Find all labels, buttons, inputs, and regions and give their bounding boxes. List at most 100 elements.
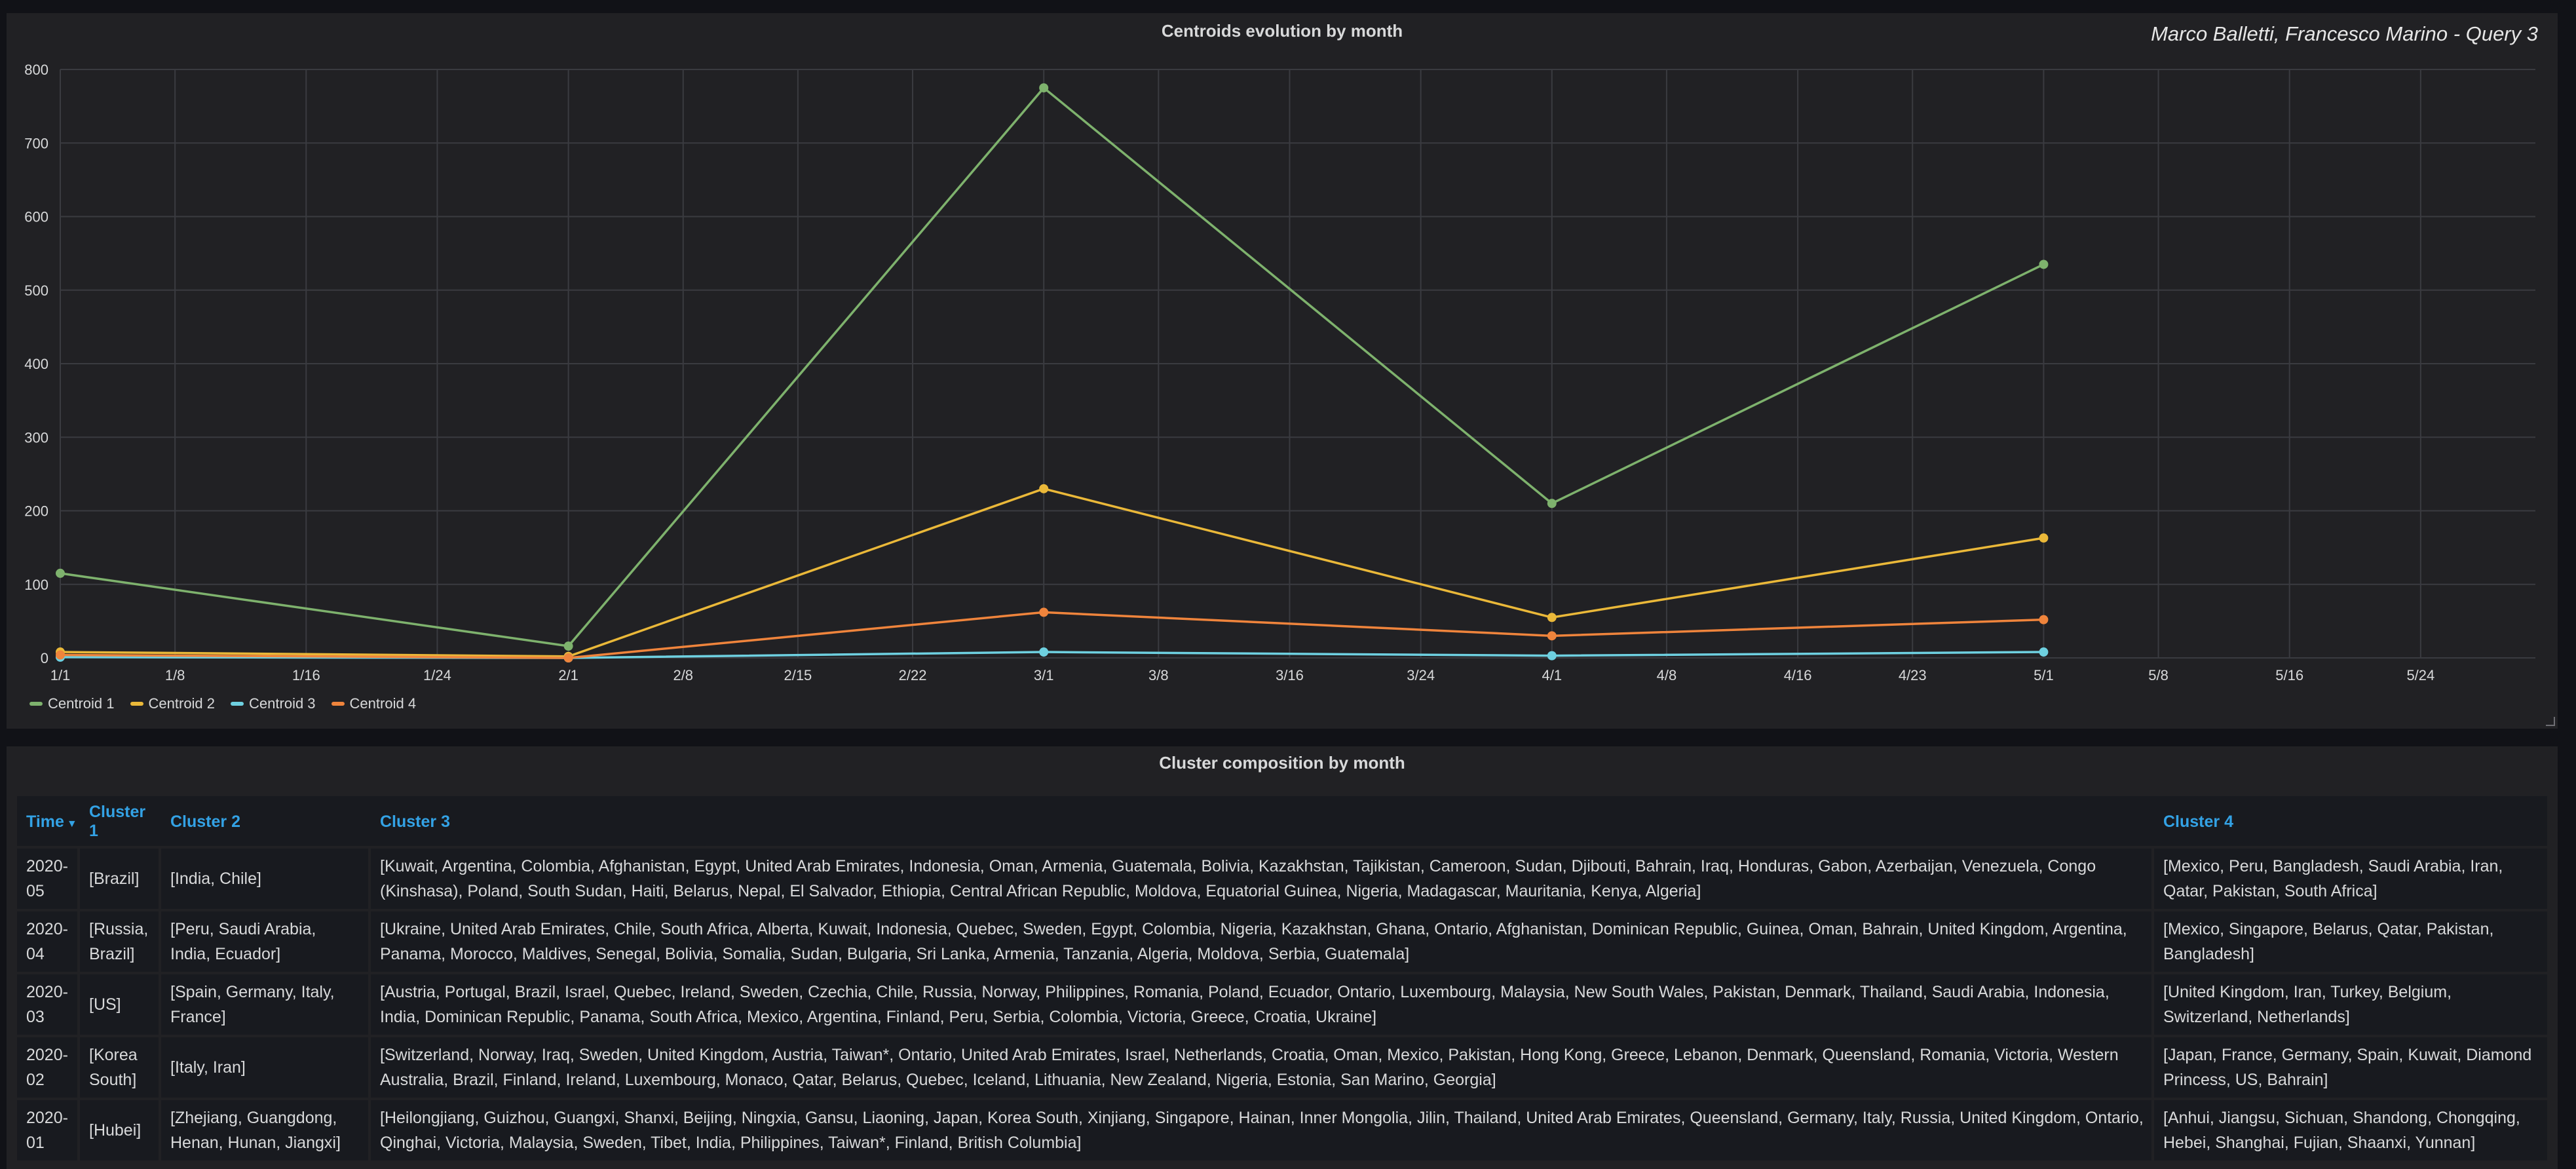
data-point-centroid-4[interactable] xyxy=(2039,615,2049,624)
table-row: 2020-03 [US] [Spain, Germany, Italy, Fra… xyxy=(17,974,2547,1035)
data-point-centroid-3[interactable] xyxy=(1039,647,1049,657)
data-point-centroid-1[interactable] xyxy=(56,568,65,578)
x-tick-label: 2/8 xyxy=(673,667,693,683)
data-point-centroid-3[interactable] xyxy=(1547,651,1557,661)
cluster-1-cell: [Hubei] xyxy=(80,1100,161,1160)
table-row: 2020-05 [Brazil] [India, Chile] [Kuwait,… xyxy=(17,849,2547,909)
x-tick-label: 5/8 xyxy=(2148,667,2169,683)
x-tick-label: 2/15 xyxy=(784,667,812,683)
author-text: Marco Balletti, Francesco Marino - Query… xyxy=(2151,22,2538,45)
cluster-2-cell: [Italy, Iran] xyxy=(161,1037,371,1098)
cluster-2-cell: [Zhejiang, Guangdong, Henan, Hunan, Jian… xyxy=(161,1100,371,1160)
x-tick-label: 5/16 xyxy=(2275,667,2303,683)
table-row: 2020-02 [Korea South] [Italy, Iran] [Swi… xyxy=(17,1037,2547,1098)
y-tick-label: 500 xyxy=(24,282,48,299)
data-point-centroid-3[interactable] xyxy=(2039,647,2049,657)
cluster-2-cell: [Peru, Saudi Arabia, India, Ecuador] xyxy=(161,911,371,972)
x-tick-label: 4/23 xyxy=(1899,667,1927,683)
y-tick-label: 300 xyxy=(24,429,48,446)
chart-panel: Centroids evolution by month Marco Balle… xyxy=(7,13,2558,729)
x-tick-label: 4/8 xyxy=(1657,667,1677,683)
time-cell: 2020-04 xyxy=(17,911,80,972)
x-tick-label: 1/1 xyxy=(50,667,71,683)
x-tick-label: 2/1 xyxy=(558,667,578,683)
data-point-centroid-4[interactable] xyxy=(1547,631,1557,641)
cluster-3-cell: [Switzerland, Norway, Iraq, Sweden, Unit… xyxy=(371,1037,2154,1098)
x-tick-label: 3/16 xyxy=(1276,667,1304,683)
cluster-1-cell: [Russia, Brazil] xyxy=(80,911,161,972)
series-line-centroid-1[interactable] xyxy=(60,86,2045,647)
chart-legend: Centroid 1 Centroid 2 Centroid 3 Centroid 4 xyxy=(29,695,416,712)
y-tick-label: 800 xyxy=(24,62,48,78)
y-tick-label: 200 xyxy=(24,503,48,520)
cluster-2-cell: [Spain, Germany, Italy, France] xyxy=(161,974,371,1035)
cluster-4-cell: [United Kingdom, Iran, Turkey, Belgium, … xyxy=(2154,974,2547,1035)
cluster-3-cell: [Ukraine, United Arab Emirates, Chile, S… xyxy=(371,911,2154,972)
y-tick-label: 0 xyxy=(41,650,48,666)
cluster-1-cell: [Brazil] xyxy=(80,849,161,909)
table-row: 2020-04 [Russia, Brazil] [Peru, Saudi Ar… xyxy=(17,911,2547,972)
cluster-3-cell: [Heilongjiang, Guizhou, Guangxi, Shanxi,… xyxy=(371,1100,2154,1160)
legend-swatch xyxy=(130,702,143,706)
table-row: 2020-01 [Hubei] [Zhejiang, Guangdong, He… xyxy=(17,1100,2547,1160)
column-header-time[interactable]: Time ▼ xyxy=(17,796,80,846)
data-point-centroid-4[interactable] xyxy=(1039,607,1049,617)
column-header-cluster-3[interactable]: Cluster 3 xyxy=(371,796,2154,846)
legend-swatch xyxy=(231,702,244,706)
legend-label: Centroid 2 xyxy=(148,695,216,712)
y-tick-label: 400 xyxy=(24,356,48,372)
line-chart[interactable]: 0 100 200 300 400 500 600 700 800 1/1 1/8 1/16 1/24 2… xyxy=(7,13,2558,729)
table-panel-title[interactable]: Cluster composition by month xyxy=(1159,753,1405,773)
series-line-centroid-2[interactable] xyxy=(60,488,2044,658)
cluster-3-cell: [Austria, Portugal, Brazil, Israel, Queb… xyxy=(371,974,2154,1035)
legend-item-centroid-2[interactable]: Centroid 2 xyxy=(130,695,216,712)
table-header-row: Time ▼ Cluster 1 Cluster 2 Cluster 3 Clus… xyxy=(17,796,2547,846)
cluster-4-cell: [Mexico, Peru, Bangladesh, Saudi Arabia,… xyxy=(2154,849,2547,909)
x-tick-label: 4/16 xyxy=(1784,667,1812,683)
x-tick-label: 1/16 xyxy=(292,667,320,683)
x-tick-label: 3/8 xyxy=(1148,667,1169,683)
legend-label: Centroid 4 xyxy=(349,695,417,712)
x-tick-label: 3/1 xyxy=(1034,667,1054,683)
caret-down-icon: ▼ xyxy=(66,818,77,830)
data-point-centroid-4[interactable] xyxy=(56,650,65,660)
data-point-centroid-2[interactable] xyxy=(1547,613,1557,623)
legend-item-centroid-1[interactable]: Centroid 1 xyxy=(29,695,115,712)
data-point-centroid-2[interactable] xyxy=(2039,533,2049,543)
data-point-centroid-1[interactable] xyxy=(2039,259,2049,269)
legend-swatch xyxy=(29,702,43,706)
y-tick-label: 600 xyxy=(24,209,48,225)
column-header-cluster-1[interactable]: Cluster 1 xyxy=(80,796,161,846)
x-tick-label: 1/24 xyxy=(423,667,451,683)
x-tick-label: 3/24 xyxy=(1407,667,1435,683)
chart-panel-title[interactable]: Centroids evolution by month xyxy=(1161,21,1403,41)
legend-item-centroid-4[interactable]: Centroid 4 xyxy=(331,695,417,712)
cluster-2-cell: [India, Chile] xyxy=(161,849,371,909)
cluster-table: Time ▼ Cluster 1 Cluster 2 Cluster 3 Clus… xyxy=(17,794,2547,1163)
column-header-cluster-2[interactable]: Cluster 2 xyxy=(161,796,371,846)
cluster-1-cell: [US] xyxy=(80,974,161,1035)
time-cell: 2020-02 xyxy=(17,1037,80,1098)
cluster-4-cell: [Mexico, Singapore, Belarus, Qatar, Paki… xyxy=(2154,911,2547,972)
x-tick-label: 2/22 xyxy=(899,667,927,683)
data-point-centroid-1[interactable] xyxy=(563,642,573,651)
legend-swatch xyxy=(331,702,345,706)
resize-handle-icon[interactable] xyxy=(2546,717,2555,726)
data-point-centroid-2[interactable] xyxy=(1039,484,1049,493)
cluster-3-cell: [Kuwait, Argentina, Colombia, Afghanista… xyxy=(371,849,2154,909)
data-point-centroid-1[interactable] xyxy=(1039,83,1049,93)
cluster-1-cell: [Korea South] xyxy=(80,1037,161,1098)
table-panel: Cluster composition by month Time ▼ Clust… xyxy=(7,746,2558,1169)
y-tick-label: 100 xyxy=(24,577,48,593)
time-cell: 2020-05 xyxy=(17,849,80,909)
column-header-cluster-4[interactable]: Cluster 4 xyxy=(2154,796,2547,846)
data-point-centroid-1[interactable] xyxy=(1547,499,1557,508)
x-tick-label: 1/8 xyxy=(165,667,185,683)
legend-label: Centroid 1 xyxy=(48,695,115,712)
x-tick-label: 5/1 xyxy=(2034,667,2054,683)
x-tick-label: 4/1 xyxy=(1542,667,1563,683)
legend-label: Centroid 3 xyxy=(249,695,316,712)
y-tick-label: 700 xyxy=(24,135,48,151)
data-point-centroid-4[interactable] xyxy=(563,653,573,662)
legend-item-centroid-3[interactable]: Centroid 3 xyxy=(231,695,316,712)
